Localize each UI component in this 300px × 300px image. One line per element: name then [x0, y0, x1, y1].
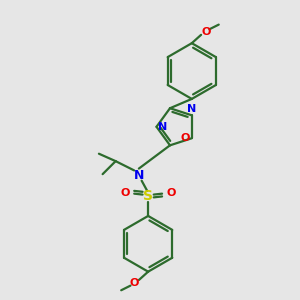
- Text: N: N: [158, 122, 168, 132]
- Text: O: O: [120, 188, 130, 198]
- Text: N: N: [187, 104, 196, 114]
- Text: N: N: [134, 169, 144, 182]
- Text: S: S: [143, 188, 153, 203]
- Text: O: O: [130, 278, 139, 288]
- Text: O: O: [181, 133, 190, 143]
- Text: O: O: [167, 188, 176, 198]
- Text: O: O: [201, 27, 210, 37]
